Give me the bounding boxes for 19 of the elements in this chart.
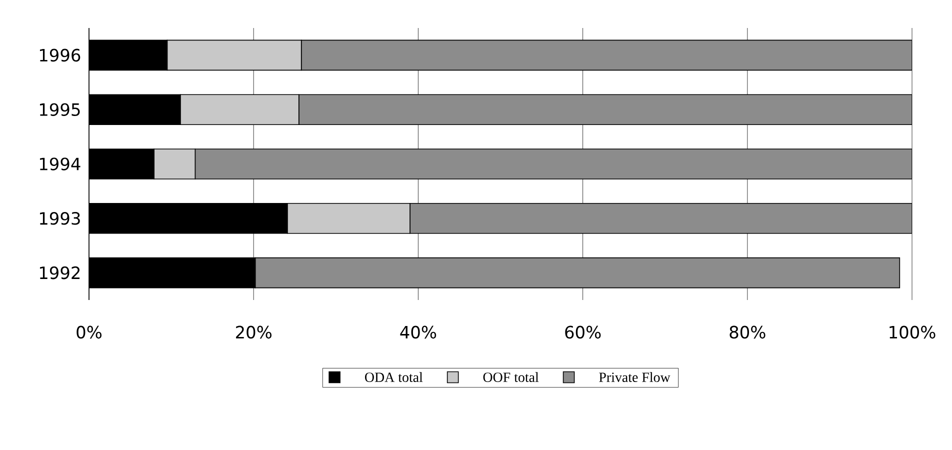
x-tick-label: 20% bbox=[236, 326, 272, 339]
bar bbox=[410, 203, 912, 234]
x-tick-label: 80% bbox=[730, 326, 766, 339]
y-tick-label: 1993 bbox=[40, 212, 80, 225]
legend-label: OOF total bbox=[483, 372, 539, 382]
y-tick-label: 1996 bbox=[40, 48, 80, 62]
bar bbox=[298, 94, 912, 125]
bar bbox=[254, 257, 900, 288]
y-tick-label: 1994 bbox=[40, 158, 80, 170]
x-tick-label: 0% bbox=[76, 326, 102, 339]
bar bbox=[194, 148, 912, 180]
bar bbox=[300, 40, 912, 71]
y-tick-label: 1992 bbox=[40, 266, 80, 280]
x-tick-label: 60% bbox=[565, 326, 601, 339]
x-tick-label: 100% bbox=[890, 326, 936, 339]
legend-label: ODA total bbox=[365, 372, 423, 382]
y-tick-label: 1995 bbox=[40, 103, 80, 116]
x-tick-label: 40% bbox=[400, 326, 436, 339]
legend-label: Private Flow bbox=[599, 372, 670, 382]
